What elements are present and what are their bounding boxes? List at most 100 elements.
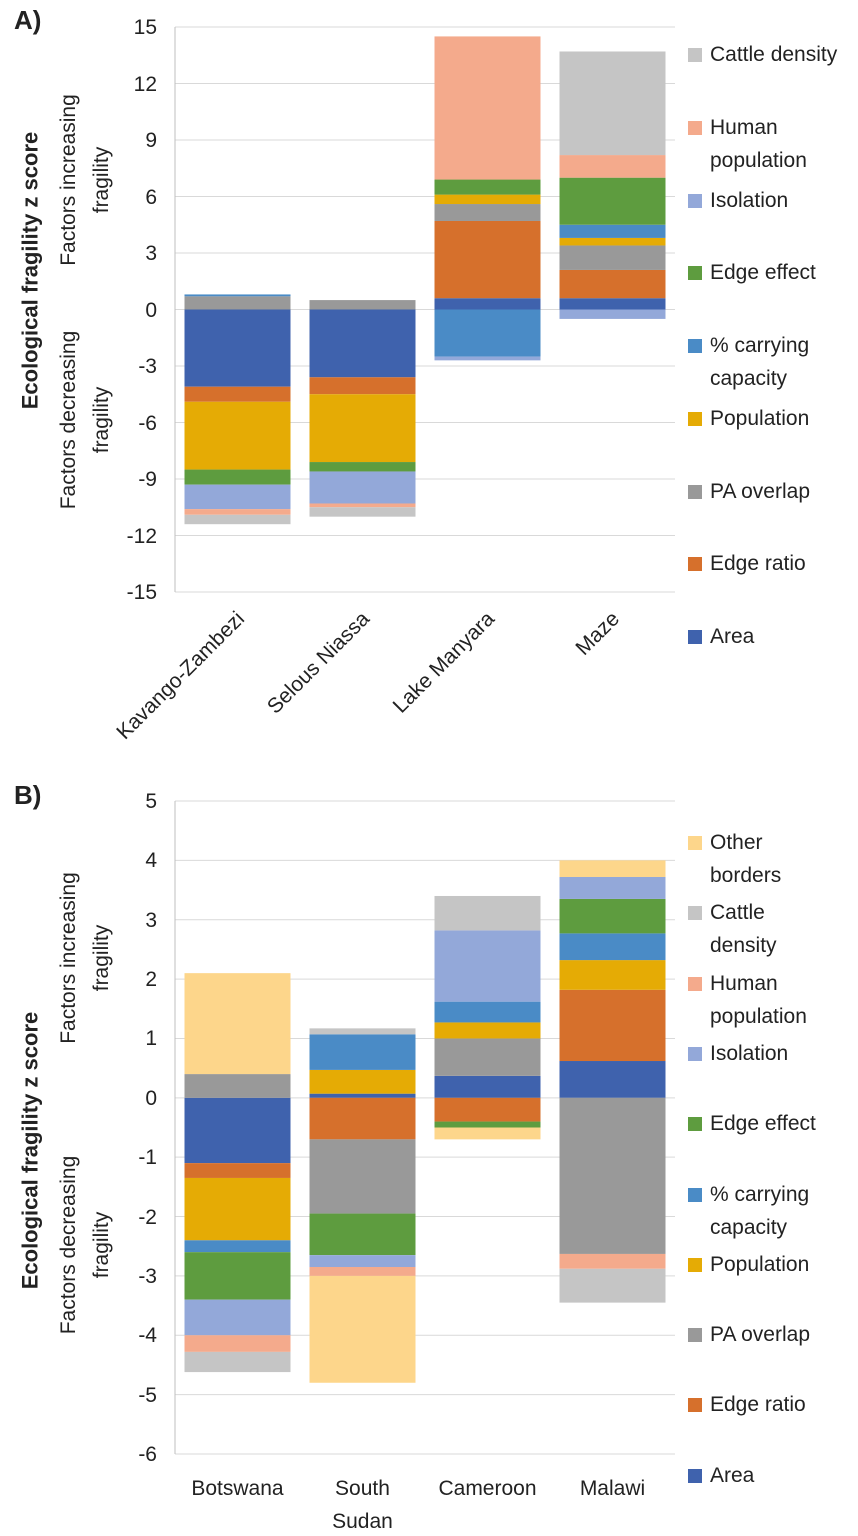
bar-segment: [309, 462, 416, 472]
legend-entry: PA overlap: [688, 1318, 823, 1351]
legend-entry: Cattle density: [688, 896, 823, 962]
legend-swatch: [688, 1187, 702, 1202]
legend-label: % carrying capacity: [710, 334, 810, 390]
bar-segment: [559, 155, 666, 178]
legend-entry: % carrying capacity: [688, 1178, 823, 1244]
legend-swatch: [688, 1046, 702, 1061]
bar-segment: [184, 1177, 291, 1241]
legend-swatch: [688, 120, 702, 135]
bar-segment: [184, 1097, 291, 1164]
bar-segment: [559, 898, 666, 934]
legend-label: Edge effect: [710, 261, 816, 285]
legend-label: Cattle density: [710, 901, 777, 958]
bar-segment: [184, 509, 291, 515]
bar-segment: [184, 296, 291, 310]
bar-segment: [184, 1240, 291, 1253]
legend-label: Isolation: [710, 188, 789, 212]
bar-segment: [434, 895, 541, 931]
bar-segment: [559, 860, 666, 877]
bar-segment: [184, 386, 291, 402]
bar-segment: [309, 503, 416, 508]
bar-segment: [559, 933, 666, 961]
legend-swatch: [688, 1468, 702, 1483]
y-tick-label: 1: [145, 1027, 157, 1051]
legend-entry: PA overlap: [688, 475, 853, 508]
bar-segment: [184, 294, 291, 297]
legend-swatch: [688, 630, 702, 644]
legend-label: Human population: [710, 115, 807, 172]
bar-segment: [309, 471, 416, 504]
bar-segment: [184, 1252, 291, 1300]
bar-segment: [309, 1034, 416, 1070]
legend-swatch: [688, 48, 702, 62]
y-tick-label: 4: [145, 849, 157, 873]
x-tick-label: South Sudan: [332, 1477, 393, 1533]
bar-segment: [559, 1253, 666, 1269]
bar-segment: [184, 401, 291, 470]
legend-entry: Human population: [688, 111, 853, 177]
bar-segment: [559, 1061, 666, 1098]
legend-entry: Edge ratio: [688, 1388, 823, 1421]
legend-label: Cattle density: [710, 43, 838, 66]
bar-segment: [309, 1255, 416, 1268]
bar-segment: [309, 1275, 416, 1383]
bar-segment: [184, 1163, 291, 1178]
y-axis-title: Ecological fragility z score: [17, 131, 43, 410]
bar-segment: [559, 177, 666, 225]
legend-entry: Isolation: [688, 184, 853, 217]
bar-segment: [559, 989, 666, 1062]
bar-segment: [559, 309, 666, 319]
legend-entry: Population: [688, 402, 853, 435]
bar-segment: [309, 1267, 416, 1276]
bar-segment: [184, 1351, 291, 1373]
bar-segment: [309, 1097, 416, 1140]
legend-entry: % carrying capacity: [688, 329, 853, 395]
legend-label: % carrying capacity: [710, 1182, 810, 1239]
legend-entry: Area: [688, 1459, 823, 1492]
annotation: Factors decreasing fragility: [57, 1155, 113, 1335]
y-tick-label: 0: [145, 1086, 157, 1110]
y-tick-label: -5: [138, 1383, 157, 1407]
y-tick-label: 3: [145, 908, 157, 932]
y-tick-label: 2: [145, 968, 157, 992]
bar-segment: [434, 1022, 541, 1039]
bar-segment: [184, 1299, 291, 1336]
panel-label: B): [14, 780, 42, 810]
legend-swatch: [688, 836, 702, 850]
bar-segment: [434, 309, 541, 357]
bar-segment: [309, 377, 416, 395]
bar-segment: [559, 245, 666, 270]
legend-swatch: [688, 1257, 702, 1272]
legend-label: Area: [710, 625, 755, 648]
legend-entry: Area: [688, 620, 853, 653]
legend-swatch: [688, 339, 702, 353]
y-tick-label: -2: [138, 1205, 157, 1229]
legend-entry: Human population: [688, 967, 823, 1033]
legend-swatch: [688, 193, 702, 208]
bar-segment: [559, 876, 666, 899]
bar-segment: [434, 930, 541, 1002]
bar-segment: [559, 960, 666, 990]
x-tick-label: Lake Manyara: [389, 607, 500, 718]
y-tick-label: -12: [126, 524, 157, 548]
bar-segment: [309, 507, 416, 517]
bar-segment: [434, 204, 541, 221]
legend-entry: Cattle density: [688, 38, 853, 71]
bar-segment: [559, 269, 666, 299]
legend-label: Edge ratio: [710, 552, 806, 576]
bar-segment: [184, 1335, 291, 1352]
bar-segment: [559, 1097, 666, 1254]
legend-swatch: [688, 484, 702, 499]
bar-segment: [559, 224, 666, 238]
y-tick-label: 15: [133, 16, 157, 39]
y-tick-label: -6: [138, 1443, 157, 1466]
bar-segment: [559, 298, 666, 310]
y-axis-title: Ecological fragility z score: [17, 1011, 43, 1290]
legend-swatch: [688, 557, 702, 572]
legend-entry: Isolation: [688, 1037, 823, 1070]
legend-entry: Edge ratio: [688, 547, 853, 580]
bar-segment: [184, 309, 291, 387]
bar-segment: [434, 1121, 541, 1128]
y-tick-label: 6: [145, 185, 157, 209]
